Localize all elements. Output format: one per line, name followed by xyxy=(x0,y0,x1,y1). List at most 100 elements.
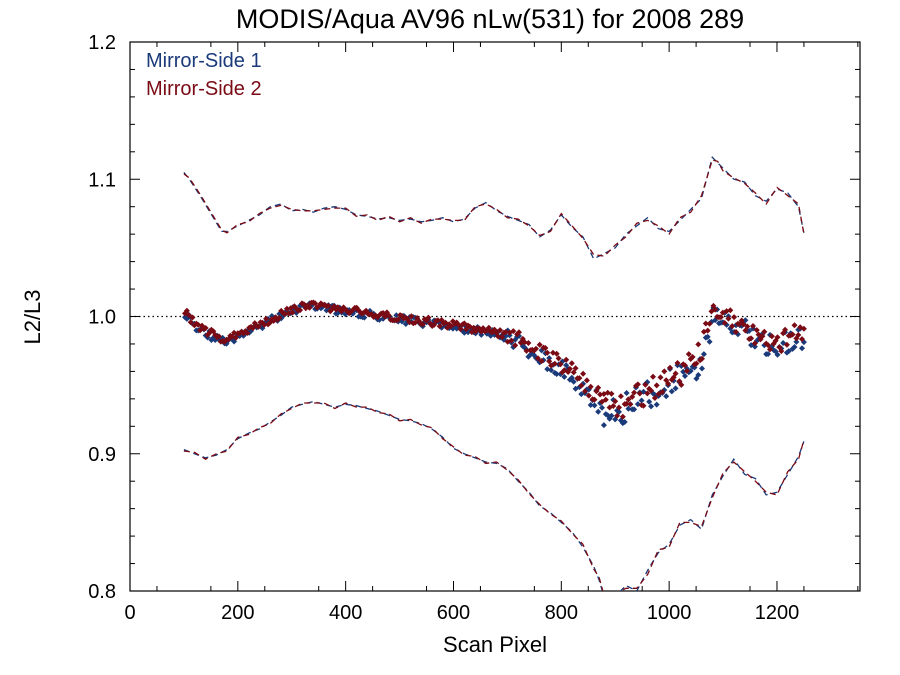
data-point xyxy=(678,381,685,388)
series-1-lower-envelope xyxy=(183,400,805,591)
data-point xyxy=(468,329,475,336)
data-point xyxy=(600,422,607,429)
y-tick-label: 0.9 xyxy=(88,444,116,466)
data-point xyxy=(650,373,656,380)
data-point xyxy=(261,321,268,328)
data-point xyxy=(657,374,664,381)
series-2-lower-envelope xyxy=(183,402,805,591)
data-point xyxy=(774,334,781,341)
data-point xyxy=(568,360,575,367)
data-point xyxy=(744,323,751,330)
data-point xyxy=(189,314,196,321)
data-point xyxy=(759,333,766,340)
plot-area: 0 200 400 600 800 1000 1200 0.8 0.9 1.0 1.1 1.2 xyxy=(88,32,861,624)
data-point xyxy=(216,333,222,340)
x-tick-label: 600 xyxy=(437,602,470,624)
data-point xyxy=(587,402,594,408)
data-point xyxy=(232,334,239,341)
data-point xyxy=(497,327,504,334)
data-point xyxy=(255,323,262,330)
data-point xyxy=(774,351,781,358)
data-point xyxy=(761,328,768,335)
data-point xyxy=(625,396,632,403)
data-point xyxy=(185,312,192,319)
data-point xyxy=(512,342,519,349)
data-point xyxy=(704,327,711,334)
data-point xyxy=(502,329,509,335)
data-point xyxy=(395,316,402,323)
data-point xyxy=(616,404,622,411)
data-point xyxy=(638,397,645,404)
data-point xyxy=(499,334,505,340)
data-point xyxy=(249,325,256,332)
data-point xyxy=(704,333,711,340)
data-point xyxy=(751,343,758,350)
data-point xyxy=(619,413,626,420)
data-point xyxy=(585,392,592,399)
data-point xyxy=(508,337,515,344)
data-point xyxy=(634,381,641,388)
data-point xyxy=(582,388,588,395)
data-point xyxy=(202,325,209,331)
data-point xyxy=(783,341,790,348)
data-point xyxy=(555,355,562,362)
data-point xyxy=(563,356,570,363)
series-2-points xyxy=(182,299,807,420)
data-point xyxy=(782,326,789,333)
data-point xyxy=(591,402,598,409)
data-point xyxy=(557,361,564,368)
data-point xyxy=(546,358,553,365)
data-point xyxy=(653,382,660,389)
data-point xyxy=(751,340,758,347)
data-point xyxy=(570,378,577,385)
x-tick-label: 1200 xyxy=(755,602,800,624)
data-point xyxy=(642,381,649,388)
data-point xyxy=(187,319,194,326)
data-point xyxy=(602,396,609,403)
data-point xyxy=(695,372,702,378)
data-point xyxy=(623,400,630,407)
data-point xyxy=(495,333,502,340)
data-point xyxy=(516,329,522,336)
data-point xyxy=(799,345,805,352)
data-point xyxy=(648,387,655,394)
data-point xyxy=(748,335,755,342)
data-point xyxy=(727,307,734,314)
data-point xyxy=(663,393,670,400)
x-tick-label: 800 xyxy=(545,602,578,624)
data-point xyxy=(542,345,549,351)
legend-mirror-side-1: Mirror-Side 1 xyxy=(146,50,262,72)
data-point xyxy=(231,329,238,336)
data-point xyxy=(595,384,602,391)
data-point xyxy=(612,398,619,405)
data-point xyxy=(729,323,736,330)
data-point xyxy=(746,327,753,334)
data-point xyxy=(689,354,696,360)
data-point xyxy=(183,307,190,314)
data-point xyxy=(661,368,668,375)
data-point xyxy=(631,389,638,396)
data-point xyxy=(523,347,530,354)
data-point xyxy=(263,315,270,322)
data-point xyxy=(436,323,443,330)
data-point xyxy=(636,390,643,397)
data-point xyxy=(753,327,760,334)
x-axis-label: Scan Pixel xyxy=(443,632,547,657)
chart-title: MODIS/Aqua AV96 nLw(531) for 2008 289 xyxy=(236,4,744,34)
y-axis-label: L2/L3 xyxy=(20,289,45,344)
data-point xyxy=(244,330,251,336)
data-point xyxy=(778,348,785,355)
data-point xyxy=(595,408,602,415)
data-point xyxy=(712,306,719,313)
data-point xyxy=(706,338,713,345)
data-point xyxy=(721,320,728,326)
data-point xyxy=(795,332,802,338)
data-point xyxy=(566,365,573,372)
data-point xyxy=(610,403,617,409)
data-point xyxy=(580,370,587,377)
data-point xyxy=(553,350,560,357)
y-tick-label: 1.2 xyxy=(88,32,116,54)
data-point xyxy=(653,401,660,408)
data-point xyxy=(478,331,485,338)
data-point xyxy=(551,360,558,367)
